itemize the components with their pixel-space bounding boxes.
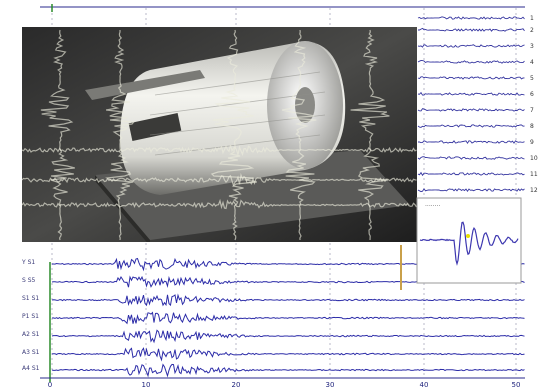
seismic-trace-right — [417, 16, 525, 20]
photo-overlay-trace — [22, 144, 417, 157]
photo-overlay-trace — [22, 172, 417, 187]
seismograph-photo — [22, 27, 417, 242]
seismic-trace-right — [417, 171, 525, 177]
seismic-trace-right — [417, 91, 525, 96]
lower-trace-group — [51, 257, 525, 378]
seismic-trace-right — [418, 140, 525, 145]
right-channel-number: 4 — [530, 59, 534, 66]
right-channel-number: 2 — [530, 27, 534, 34]
inset-trace — [419, 221, 519, 266]
seismic-trace — [51, 329, 525, 344]
photo-overlay-trace — [105, 30, 135, 241]
stylus-arm — [85, 70, 205, 100]
seismic-trace-right — [417, 44, 525, 48]
seismic-trace — [51, 293, 525, 307]
seismic-trace — [51, 311, 525, 325]
right-trace-group — [417, 16, 525, 193]
right-channel-number: 11 — [530, 171, 538, 178]
channel-label: S1 S1 — [22, 295, 39, 302]
axis-tick-label: 40 — [420, 381, 429, 388]
photo-overlay-trace — [22, 198, 417, 210]
seismic-trace-right — [417, 76, 525, 80]
channel-label: Y S1 — [21, 259, 35, 266]
seismic-trace-right — [417, 124, 525, 128]
seismic-trace-right — [417, 188, 525, 193]
right-channel-number: 10 — [530, 155, 538, 162]
seismic-trace — [51, 347, 525, 362]
seismic-trace-right — [417, 108, 525, 112]
channel-label: A3 S1 — [22, 349, 40, 356]
axis-tick-label: 20 — [232, 381, 241, 388]
right-channel-number: 9 — [530, 139, 534, 146]
right-channel-number: 5 — [530, 75, 534, 82]
inset-title: ........ — [425, 201, 440, 208]
axis-tick-label: 10 — [142, 381, 151, 388]
axis-tick-label: 0 — [48, 381, 52, 388]
channel-label: P1 S1 — [22, 313, 39, 320]
axis-tick-label: 30 — [326, 381, 335, 388]
inset-pick-marker — [466, 234, 470, 238]
seismic-trace-right — [418, 27, 525, 32]
channel-label: S S5 — [22, 277, 36, 284]
right-channel-number: 8 — [530, 123, 534, 130]
right-channel-number: 6 — [530, 91, 534, 98]
inset-waveform-panel: ........ — [400, 197, 522, 290]
right-channel-number: 3 — [530, 43, 534, 50]
bottom-axis-ticks: 0 10 20 30 40 50 — [48, 381, 521, 388]
channel-label: A4 S1 — [22, 365, 40, 372]
channel-label: A2 S1 — [22, 331, 40, 338]
left-channel-labels: Y S1 S S5 S1 S1 P1 S1 A2 S1 A3 S1 A4 S1 — [21, 259, 40, 372]
right-channel-number: 7 — [530, 107, 534, 114]
seismic-trace-right — [417, 156, 525, 160]
seismic-trace — [51, 363, 525, 378]
axis-tick-label: 50 — [512, 381, 521, 388]
right-channel-number: 12 — [530, 187, 538, 194]
seismic-trace-right — [417, 60, 525, 64]
right-channel-number: 1 — [530, 15, 534, 22]
